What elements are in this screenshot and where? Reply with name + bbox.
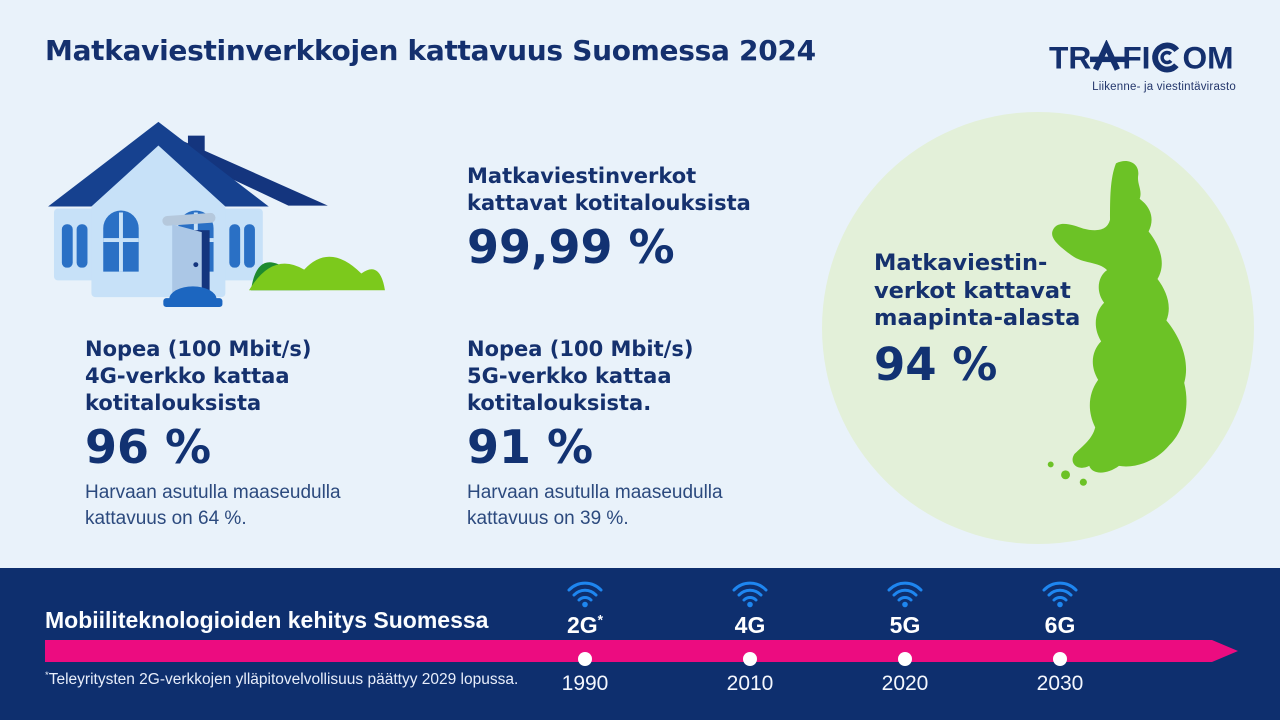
- door-step-base: [163, 298, 223, 308]
- timeline-dot: [1053, 652, 1067, 666]
- wifi-icon: [567, 581, 603, 608]
- window-small: [244, 224, 255, 268]
- timeline-year: 2030: [1036, 672, 1084, 695]
- timeline-year: 2020: [881, 672, 929, 695]
- window-small: [61, 224, 73, 268]
- logo-letters-fi: FI: [1122, 40, 1150, 75]
- window-small: [76, 224, 88, 268]
- page-title: Matkaviestinverkkojen kattavuus Suomessa…: [45, 34, 816, 67]
- house-gable: [91, 141, 226, 207]
- bush-light: [249, 256, 385, 291]
- stat-4g-value: 96 %: [85, 420, 212, 474]
- door-open-panel: [172, 224, 202, 298]
- window-small: [229, 224, 241, 268]
- logo-letters-om: OM: [1182, 40, 1233, 75]
- logo-letters-tr: TR: [1049, 40, 1091, 75]
- timeline-dot: [743, 652, 757, 666]
- timeline-dot: [898, 652, 912, 666]
- timeline-label: 4G: [734, 612, 766, 638]
- wifi-icon: [887, 581, 923, 608]
- stat-5g-value: 91 %: [467, 420, 594, 474]
- house-illustration: [48, 121, 385, 308]
- timeline-year: 1990: [561, 672, 609, 695]
- timeline-year: 2010: [726, 672, 774, 695]
- timeline-label: 5G: [889, 612, 921, 638]
- timeline-label: 6G: [1044, 612, 1076, 638]
- stat-5g: Nopea (100 Mbit/s) 5G-verkko kattaa koti…: [467, 336, 723, 532]
- stat-4g-note: Harvaan asutulla maaseudulla kattavuus o…: [85, 482, 341, 529]
- timeline-dot: [578, 652, 592, 666]
- door-step: [169, 286, 217, 300]
- logo-tagline: Liikenne- ja viestintävirasto: [1092, 81, 1236, 93]
- house-right-wing: [221, 208, 263, 281]
- timeline-item-2g: 2G* 1990: [525, 576, 645, 706]
- stat-5g-heading: Nopea (100 Mbit/s) 5G-verkko kattaa koti…: [467, 337, 694, 415]
- stat-5g-note: Harvaan asutulla maaseudulla kattavuus o…: [467, 482, 723, 529]
- house-roof: [48, 121, 269, 207]
- traficom-logo: TR FI OM Liikenne- ja viestintävirasto: [1048, 39, 1236, 93]
- traficom-wordmark: TR FI OM: [1049, 39, 1234, 75]
- timeline-band: Mobiiliteknologioiden kehitys Suomessa *…: [0, 568, 1280, 720]
- timeline-item-6g: 6G 2030: [1000, 576, 1120, 706]
- stat-land-heading: Matkaviestin- verkot kattavat maapinta-a…: [874, 250, 1081, 331]
- stat-households-heading: Matkaviestinverkot kattavat kotitalouksi…: [467, 164, 751, 215]
- house-left-wing: [53, 208, 96, 281]
- land-coverage-circle: Matkaviestin- verkot kattavat maapinta-a…: [822, 112, 1254, 544]
- wifi-icon: [732, 581, 768, 608]
- stat-land-coverage: Matkaviestin- verkot kattavat maapinta-a…: [874, 250, 1104, 389]
- timeline-item-5g: 5G 2020: [845, 576, 965, 706]
- finland-map-silhouette: [1047, 160, 1187, 486]
- window-mullion: [103, 238, 139, 243]
- stat-households-value: 99,99 %: [467, 220, 675, 274]
- door-lintel: [162, 212, 216, 226]
- logo-letter-c-spiral: [1152, 42, 1183, 73]
- timeline-arrow-bar: [45, 640, 1238, 662]
- logo-crossbar: [1090, 56, 1125, 63]
- door-handle: [193, 262, 199, 268]
- stat-4g: Nopea (100 Mbit/s) 4G-verkko kattaa koti…: [85, 336, 341, 532]
- timeline-heading: Mobiiliteknologioiden kehitys Suomessa: [45, 607, 489, 633]
- timeline-label: 2G*: [566, 612, 604, 638]
- wifi-icon: [1042, 581, 1078, 608]
- stat-households: Matkaviestinverkot kattavat kotitalouksi…: [467, 163, 751, 271]
- timeline-footnote: *Teleyritysten 2G-verkkojen ylläpitovelv…: [45, 670, 519, 689]
- stat-land-value: 94 %: [874, 337, 998, 391]
- timeline-item-4g: 4G 2010: [690, 576, 810, 706]
- stat-4g-heading: Nopea (100 Mbit/s) 4G-verkko kattaa koti…: [85, 337, 312, 415]
